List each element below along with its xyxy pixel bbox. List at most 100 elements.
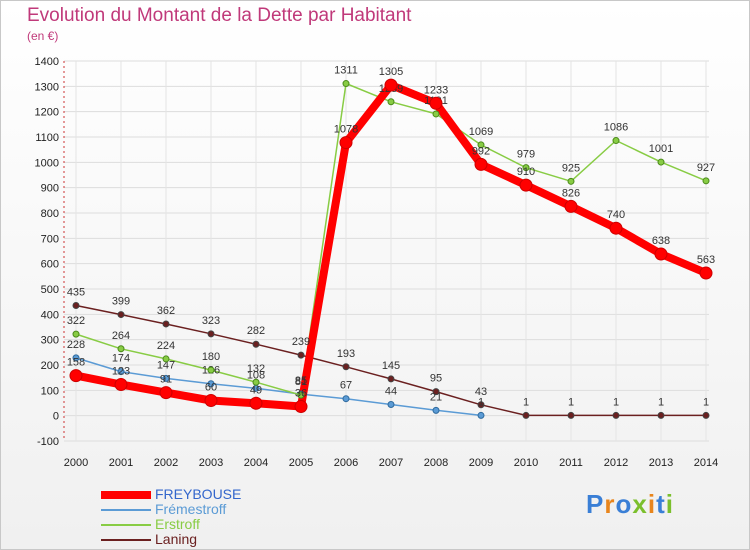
data-label-laning: 43 (475, 386, 487, 398)
data-point-freybouse (339, 136, 353, 150)
data-label-erstroff: 180 (202, 351, 220, 363)
data-label-fr-mestroff: 21 (430, 391, 442, 403)
data-label-freybouse: 158 (67, 357, 85, 369)
data-label-fr-mestroff: 1 (478, 396, 484, 408)
data-label-laning: 145 (382, 360, 400, 372)
data-point-fr-mestroff (162, 374, 170, 382)
data-point-erstroff (207, 366, 215, 374)
legend-label: FREYBOUSE (155, 486, 242, 502)
data-label-fr-mestroff: 147 (157, 359, 175, 371)
y-tick-label: 700 (41, 233, 59, 245)
x-tick-label: 2004 (244, 457, 268, 469)
data-point-erstroff (477, 141, 485, 149)
x-tick-label: 2009 (469, 457, 493, 469)
data-label-laning: 239 (292, 336, 310, 348)
y-tick-label: -100 (37, 436, 59, 448)
data-point-freybouse (249, 396, 263, 410)
data-point-laning (207, 330, 215, 338)
x-tick-label: 2003 (199, 457, 223, 469)
data-point-erstroff (432, 110, 440, 118)
data-label-freybouse: 60 (205, 381, 217, 393)
chart-title: Evolution du Montant de la Dette par Hab… (27, 5, 412, 26)
legend-label: Laning (155, 531, 198, 547)
logo-letter: i (665, 489, 674, 519)
data-label-fr-mestroff: 108 (247, 369, 265, 381)
data-point-fr-mestroff (117, 368, 125, 376)
data-label-erstroff: 322 (67, 315, 85, 327)
y-tick-label: 1100 (35, 132, 59, 144)
data-point-laning (117, 311, 125, 319)
y-tick-label: 100 (41, 385, 59, 397)
data-label-erstroff: 132 (247, 363, 265, 375)
y-tick-label: 800 (41, 208, 59, 220)
data-point-erstroff (252, 378, 260, 386)
data-label-laning: 1 (568, 396, 574, 408)
y-tick-label: 0 (53, 411, 59, 423)
data-point-laning (567, 411, 575, 419)
data-label-laning: 435 (67, 286, 85, 298)
data-label-erstroff: 927 (697, 162, 715, 174)
logo-letter: o (615, 489, 633, 519)
legend-label: Erstroff (155, 516, 200, 532)
legend-swatch (101, 538, 151, 541)
data-point-erstroff (342, 80, 350, 88)
x-tick-label: 2010 (514, 457, 538, 469)
data-label-erstroff: 1086 (604, 122, 628, 134)
data-label-laning: 95 (430, 373, 442, 385)
data-label-erstroff: 81 (295, 376, 307, 388)
data-point-laning (612, 411, 620, 419)
y-tick-label: 1200 (35, 107, 59, 119)
data-label-freybouse: 123 (112, 366, 130, 378)
data-label-laning: 193 (337, 348, 355, 360)
x-tick-label: 2011 (559, 457, 583, 469)
data-label-freybouse: 1078 (334, 124, 358, 136)
data-point-freybouse (114, 378, 128, 392)
data-label-erstroff: 1069 (469, 126, 493, 138)
data-label-freybouse: 49 (250, 384, 262, 396)
legend-swatch (101, 490, 151, 499)
data-label-laning: 362 (157, 305, 175, 317)
data-label-laning: 1 (703, 396, 709, 408)
data-point-freybouse (699, 266, 713, 280)
logo-letter: x (632, 489, 648, 519)
legend-label: Frémestroff (155, 501, 227, 517)
data-label-freybouse: 910 (517, 166, 535, 178)
logo-letter: i (647, 489, 657, 519)
data-label-erstroff: 1311 (334, 65, 358, 77)
data-point-laning (702, 411, 710, 419)
data-point-freybouse (654, 247, 668, 261)
data-point-erstroff (612, 137, 620, 145)
data-point-freybouse (564, 199, 578, 213)
data-label-laning: 1 (613, 396, 619, 408)
data-point-laning (162, 320, 170, 328)
data-label-freybouse: 1305 (379, 66, 403, 78)
data-label-laning: 323 (202, 315, 220, 327)
data-label-freybouse: 992 (472, 145, 490, 157)
data-label-erstroff: 224 (157, 340, 175, 352)
data-point-erstroff (387, 98, 395, 106)
data-point-erstroff (567, 177, 575, 185)
x-tick-label: 2005 (289, 457, 313, 469)
x-tick-label: 2002 (154, 457, 178, 469)
data-label-erstroff: 979 (517, 149, 535, 161)
data-point-freybouse (204, 393, 218, 407)
x-tick-label: 2007 (379, 457, 403, 469)
data-point-erstroff (162, 355, 170, 363)
data-point-erstroff (657, 158, 665, 166)
x-tick-label: 2008 (424, 457, 448, 469)
data-point-freybouse (429, 96, 443, 110)
data-point-laning (522, 411, 530, 419)
data-point-laning (297, 351, 305, 359)
data-point-laning (657, 411, 665, 419)
x-tick-label: 2014 (694, 457, 718, 469)
data-label-laning: 1 (658, 396, 664, 408)
y-tick-label: 300 (41, 335, 59, 347)
data-label-freybouse: 91 (160, 374, 172, 386)
data-label-freybouse: 36 (295, 388, 307, 400)
data-label-laning: 1 (523, 396, 529, 408)
proxiti-logo: Proxiti (586, 489, 674, 520)
data-point-laning (252, 340, 260, 348)
data-label-freybouse: 826 (562, 187, 580, 199)
series-line-fr-mestroff (75, 357, 482, 417)
